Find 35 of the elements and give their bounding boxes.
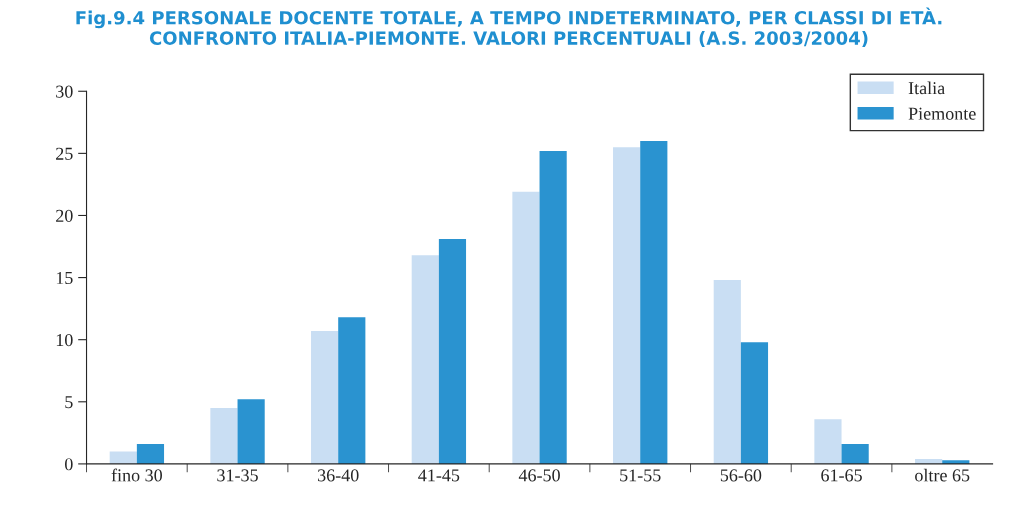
bar xyxy=(539,150,567,464)
x-tick-label: 61-65 xyxy=(821,469,862,482)
bar xyxy=(136,444,165,464)
bar xyxy=(640,140,668,464)
y-tick-label: 25 xyxy=(56,147,73,160)
x-tick-label: 51-55 xyxy=(620,469,661,482)
x-tick-label: 56-60 xyxy=(720,469,762,482)
bar xyxy=(740,342,769,464)
legend-label: Italia xyxy=(908,81,945,95)
bar xyxy=(841,444,869,464)
bar xyxy=(338,317,366,464)
bar xyxy=(311,330,339,464)
bar xyxy=(109,451,137,464)
bar xyxy=(613,147,641,464)
y-tick-label: 5 xyxy=(65,396,73,409)
bar xyxy=(438,239,467,464)
x-tick-label: 31-35 xyxy=(217,469,258,482)
x-tick-label: 46-50 xyxy=(518,469,560,482)
x-tick-label: 41-45 xyxy=(418,469,460,482)
bar xyxy=(210,408,238,464)
y-tick-label: 10 xyxy=(56,333,73,347)
x-tick-label: fino 30 xyxy=(111,468,162,482)
bar xyxy=(713,280,741,464)
y-tick-label: 30 xyxy=(56,85,73,98)
x-tick-label: 36-40 xyxy=(318,469,359,482)
bar xyxy=(237,399,265,464)
chart-title: Fig.9.4 PERSONALE DOCENTE TOTALE, A TEMPO INDETERMINATO, PER CLASSI DI ETÀ. CONFRONTO ITALIA-PIEMONTE. VALORI PERCENTUALI (A.S. 2003/2004) xyxy=(76,7,942,48)
legend-label: Piemonte xyxy=(908,107,976,120)
bar xyxy=(512,191,540,464)
x-tick-label: oltre 65 xyxy=(915,468,970,482)
y-tick-label: 0 xyxy=(65,458,73,471)
bar xyxy=(411,255,439,464)
y-tick-label: 20 xyxy=(56,209,73,222)
y-tick-label: 15 xyxy=(56,271,73,285)
bar xyxy=(814,419,842,464)
